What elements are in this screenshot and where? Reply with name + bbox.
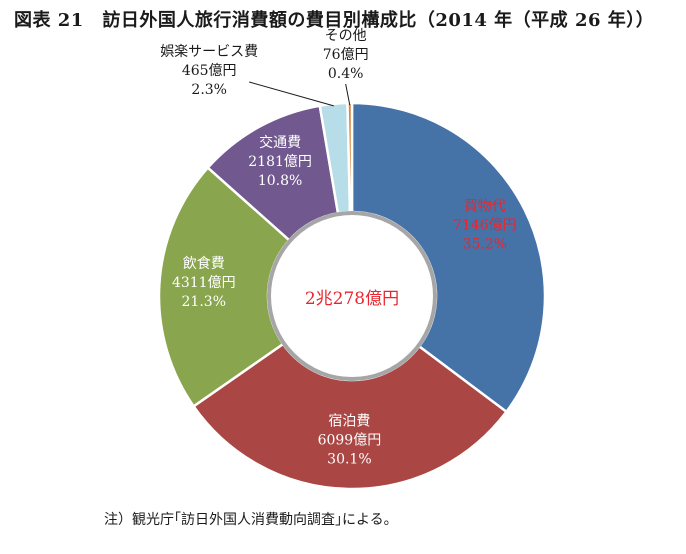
percent-label-0: 35.2%: [463, 237, 507, 253]
slice-label-2: 飲食費 4311億円 21.3%: [172, 255, 236, 310]
value-label-2: 4311億円: [172, 275, 236, 291]
slice-label-0: 買物代 7146億円 35.2%: [453, 199, 517, 253]
chart-title: 図表 21 訪日外国人旅行消費額の費目別構成比（2014 年（平成 26 年））: [14, 10, 655, 31]
category-label-2: 飲食費: [183, 255, 225, 272]
value-label-3: 2181億円: [248, 154, 312, 170]
value-label-4: 465億円: [182, 63, 237, 79]
category-label-5: その他: [325, 28, 367, 44]
percent-label-1: 30.1%: [327, 451, 371, 467]
slice-label-3: 交通費 2181億円 10.8%: [248, 134, 312, 189]
slice-label-4: 娯楽サービス費 465億円 2.3%: [160, 44, 334, 107]
category-label-4: 娯楽サービス費: [160, 44, 258, 60]
category-label-3: 交通費: [259, 134, 301, 151]
percent-label-5: 0.4%: [328, 66, 364, 82]
percent-label-4: 2.3%: [191, 82, 227, 98]
value-label-0: 7146億円: [453, 218, 517, 234]
value-label-5: 76億円: [323, 47, 369, 63]
slice-label-1: 宿泊費 6099億円 30.1%: [318, 412, 382, 467]
center-total-label: 2兆278億円: [305, 289, 399, 309]
percent-label-2: 21.3%: [182, 294, 226, 310]
source-note: 注）観光庁｢訪日外国人消費動向調査｣による。: [104, 512, 398, 528]
category-label-1: 宿泊費: [328, 412, 370, 429]
value-label-1: 6099億円: [318, 432, 382, 448]
leader-line-4: [249, 81, 334, 107]
donut-hole: [267, 211, 437, 381]
slice-label-5: その他 76億円 0.4%: [323, 28, 369, 106]
category-label-0: 買物代: [464, 199, 506, 215]
percent-label-3: 10.8%: [258, 173, 302, 189]
leader-line-5: [345, 83, 351, 106]
